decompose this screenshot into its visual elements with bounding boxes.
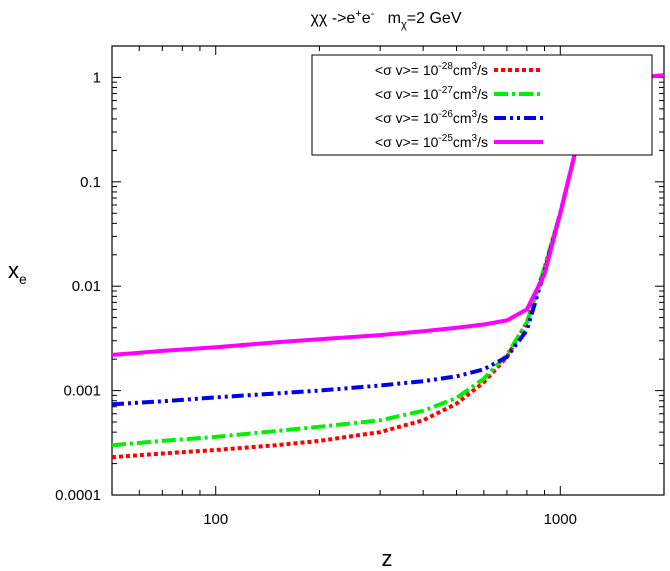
y-axis-label: xe (8, 258, 27, 287)
series-line-m26 (111, 73, 665, 407)
y-tick-label: 1 (93, 69, 101, 86)
x-tick-label: 100 (203, 511, 228, 528)
y-tick-labels: 0.0001 0.001 0.01 0.1 1 (55, 69, 101, 504)
legend-entry: <σ v>= 10-27cm3/s (375, 85, 543, 102)
legend-entry: <σ v>= 10-25cm3/s (375, 133, 543, 150)
legend-label: <σ v>= 10-26cm3/s (375, 109, 488, 126)
chart-title: χχ ->e+e- mχ=2 GeV (311, 8, 462, 31)
legend-entry: <σ v>= 10-28cm3/s (375, 61, 543, 78)
x-axis-label: z (382, 546, 393, 571)
legend-label: <σ v>= 10-27cm3/s (375, 85, 488, 102)
legend-label: <σ v>= 10-25cm3/s (375, 133, 488, 150)
y-tick-label: 0.0001 (55, 487, 101, 504)
plot-frame (111, 45, 665, 496)
legend-entry: <σ v>= 10-26cm3/s (375, 109, 543, 126)
x-tick-label: 1000 (544, 511, 577, 528)
y-tick-label: 0.001 (63, 383, 101, 400)
x-tick-labels: 100 1000 (203, 511, 577, 528)
legend-box (311, 54, 653, 156)
legend: <σ v>= 10-28cm3/s <σ v>= 10-27cm3/s <σ v>=… (311, 54, 653, 156)
legend-label: <σ v>= 10-28cm3/s (375, 61, 488, 78)
y-tick-label: 0.01 (72, 278, 101, 295)
series-line-m28 (111, 73, 665, 460)
y-tick-label: 0.1 (80, 174, 101, 191)
